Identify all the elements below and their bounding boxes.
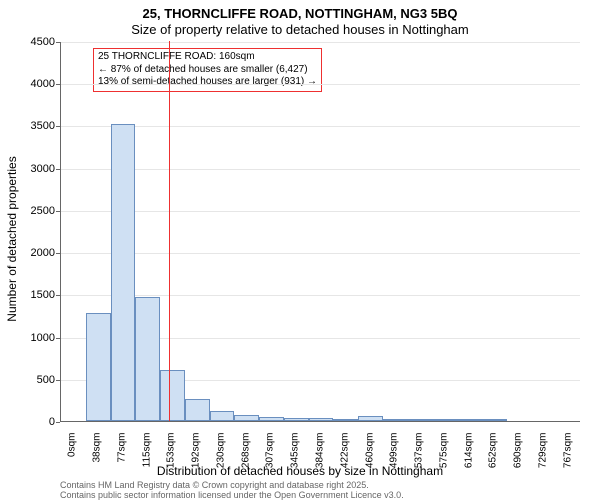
x-tick-label: 38sqm: [92, 433, 103, 483]
y-tick-mark: [56, 295, 60, 296]
y-tick-label: 500: [5, 374, 55, 386]
x-tick-label: 345sqm: [290, 433, 301, 483]
y-tick-label: 3500: [5, 120, 55, 132]
x-tick-label: 307sqm: [265, 433, 276, 483]
histogram-bar: [383, 419, 408, 421]
gridline: [61, 211, 580, 212]
y-tick-label: 1500: [5, 289, 55, 301]
histogram-bar: [135, 297, 160, 421]
histogram-bar: [111, 124, 136, 421]
histogram-bar: [259, 417, 284, 421]
x-tick-label: 77sqm: [116, 433, 127, 483]
y-tick-mark: [56, 126, 60, 127]
x-tick-label: 652sqm: [488, 433, 499, 483]
histogram-bar: [482, 419, 507, 421]
y-tick-mark: [56, 253, 60, 254]
y-tick-mark: [56, 338, 60, 339]
histogram-bar: [210, 411, 235, 421]
y-tick-mark: [56, 42, 60, 43]
y-tick-mark: [56, 84, 60, 85]
gridline: [61, 84, 580, 85]
histogram-bar: [457, 419, 482, 421]
y-tick-label: 2500: [5, 205, 55, 217]
x-tick-label: 729sqm: [537, 433, 548, 483]
y-tick-mark: [56, 211, 60, 212]
x-tick-label: 690sqm: [513, 433, 524, 483]
chart-title-main: 25, THORNCLIFFE ROAD, NOTTINGHAM, NG3 5B…: [0, 6, 600, 21]
x-tick-label: 230sqm: [215, 433, 226, 483]
histogram-bar: [309, 418, 334, 421]
annotation-line-2: ← 87% of detached houses are smaller (6,…: [98, 64, 317, 77]
gridline: [61, 253, 580, 254]
x-tick-label: 767sqm: [562, 433, 573, 483]
y-tick-label: 3000: [5, 163, 55, 175]
x-tick-label: 268sqm: [240, 433, 251, 483]
annotation-line-3: 13% of semi-detached houses are larger (…: [98, 76, 317, 89]
histogram-bar: [358, 416, 383, 421]
y-tick-label: 4500: [5, 36, 55, 48]
x-tick-label: 499sqm: [389, 433, 400, 483]
y-tick-label: 2000: [5, 247, 55, 259]
gridline: [61, 169, 580, 170]
y-tick-mark: [56, 380, 60, 381]
histogram-bar: [284, 418, 309, 421]
histogram-bar: [234, 415, 259, 421]
x-tick-label: 614sqm: [463, 433, 474, 483]
x-tick-label: 192sqm: [191, 433, 202, 483]
y-tick-mark: [56, 169, 60, 170]
x-tick-label: 153sqm: [166, 433, 177, 483]
histogram-bar: [160, 370, 185, 421]
annotation-line-1: 25 THORNCLIFFE ROAD: 160sqm: [98, 51, 317, 64]
reference-line: [169, 41, 170, 421]
x-tick-label: 575sqm: [438, 433, 449, 483]
plot-area: 25 THORNCLIFFE ROAD: 160sqm ← 87% of det…: [60, 42, 580, 422]
histogram-bar: [432, 419, 457, 421]
y-tick-label: 1000: [5, 332, 55, 344]
x-tick-label: 537sqm: [414, 433, 425, 483]
gridline: [61, 42, 580, 43]
footer-line-2: Contains public sector information licen…: [60, 490, 404, 500]
x-tick-label: 460sqm: [364, 433, 375, 483]
chart-title-sub: Size of property relative to detached ho…: [0, 22, 600, 37]
gridline: [61, 126, 580, 127]
x-tick-label: 422sqm: [339, 433, 350, 483]
y-tick-label: 0: [5, 416, 55, 428]
x-tick-label: 115sqm: [141, 433, 152, 483]
histogram-chart: 25, THORNCLIFFE ROAD, NOTTINGHAM, NG3 5B…: [0, 0, 600, 500]
x-tick-label: 384sqm: [315, 433, 326, 483]
y-tick-label: 4000: [5, 78, 55, 90]
histogram-bar: [408, 419, 433, 421]
histogram-bar: [185, 399, 210, 421]
y-tick-mark: [56, 422, 60, 423]
histogram-bar: [86, 313, 111, 421]
histogram-bar: [333, 419, 358, 421]
x-tick-label: 0sqm: [67, 433, 78, 483]
